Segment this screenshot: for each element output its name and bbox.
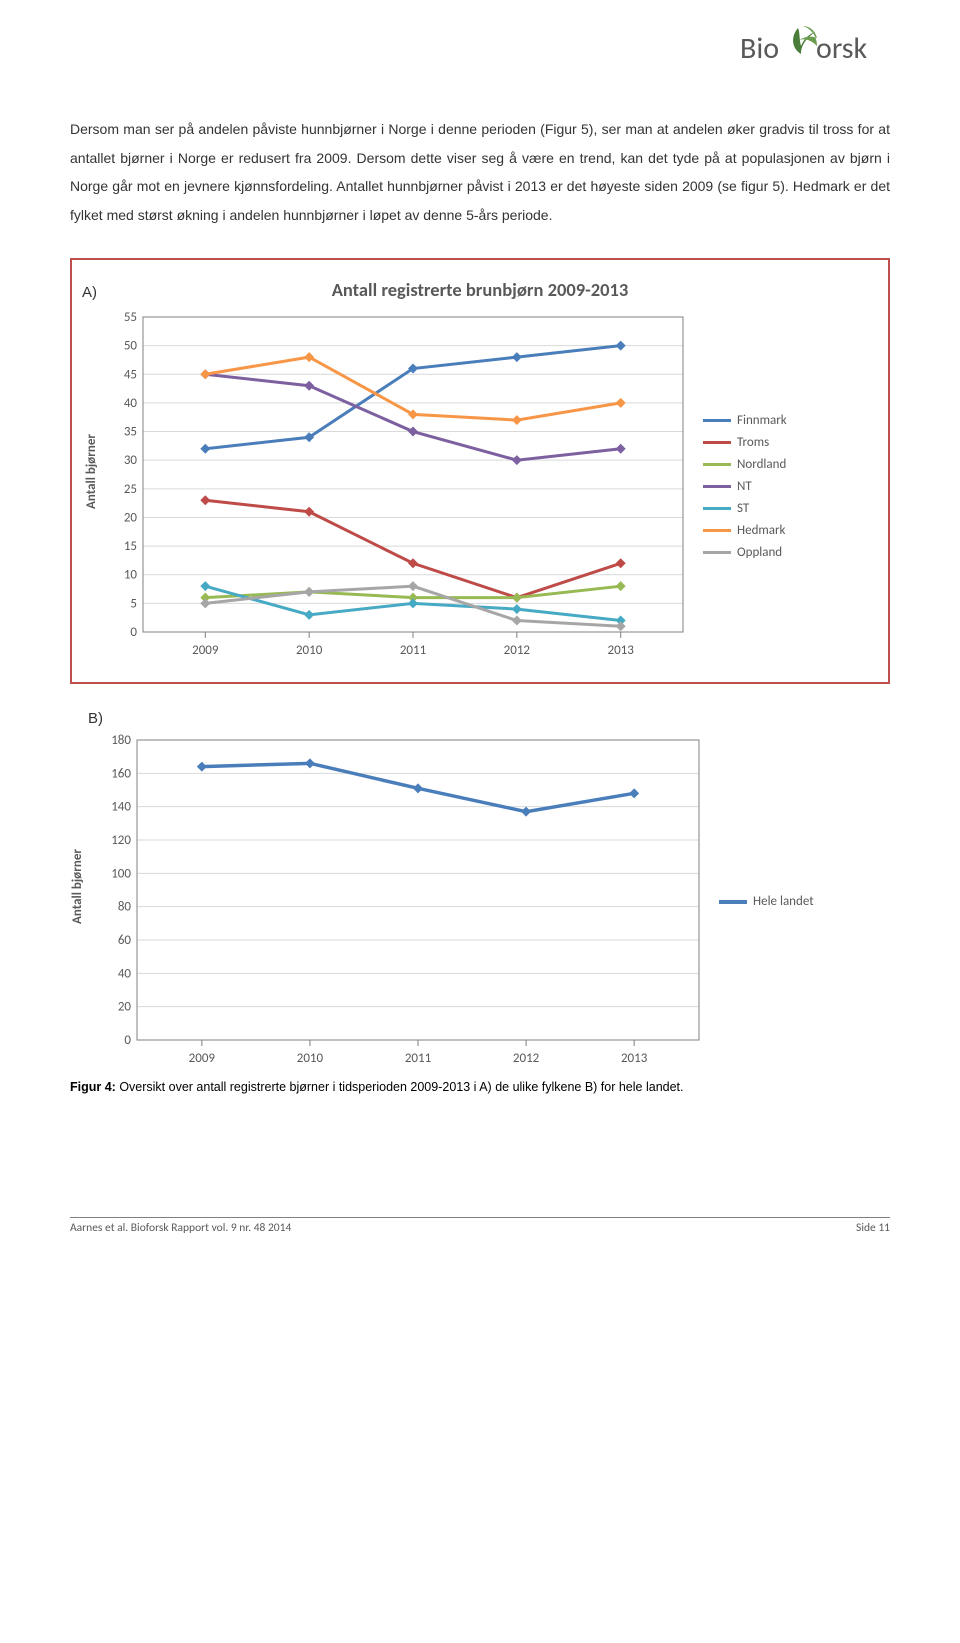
svg-text:2010: 2010	[297, 1051, 324, 1066]
svg-text:30: 30	[124, 453, 138, 468]
svg-text:10: 10	[124, 567, 138, 582]
svg-text:2009: 2009	[192, 643, 219, 658]
chart-b-ylabel: Antall bjørner	[70, 849, 85, 924]
legend-item: Hele landet	[719, 894, 814, 909]
chart-a-title: Antall registrerte brunbjørn 2009-2013	[84, 278, 876, 301]
legend-item: ST	[703, 501, 787, 516]
svg-text:140: 140	[111, 799, 131, 814]
svg-text:80: 80	[118, 899, 132, 914]
legend-label: Oppland	[737, 545, 782, 560]
svg-text:2012: 2012	[504, 643, 531, 658]
svg-text:160: 160	[111, 766, 131, 781]
svg-text:0: 0	[130, 625, 137, 640]
page-footer: Aarnes et al. Bioforsk Rapport vol. 9 nr…	[70, 1217, 890, 1235]
legend-swatch	[703, 441, 731, 445]
svg-text:40: 40	[118, 966, 132, 981]
chart-b-block: B) Antall bjørner 0 20 40 60 80 100 120 140 160 1…	[70, 712, 890, 1072]
svg-text:180: 180	[111, 733, 131, 748]
svg-text:55: 55	[124, 310, 137, 325]
svg-text:15: 15	[124, 539, 137, 554]
panel-label-a: A)	[82, 284, 97, 301]
legend-item: Nordland	[703, 457, 787, 472]
svg-text:100: 100	[111, 866, 131, 881]
svg-text:60: 60	[118, 933, 132, 948]
legend-label: Finnmark	[737, 413, 787, 428]
svg-text:2012: 2012	[513, 1051, 540, 1066]
bioforsk-logo: Bio orsk	[740, 22, 905, 70]
legend-swatch	[703, 419, 731, 423]
svg-text:2010: 2010	[296, 643, 323, 658]
caption-bold: Figur 4:	[70, 1080, 116, 1094]
svg-text:2011: 2011	[400, 643, 426, 658]
svg-text:2013: 2013	[608, 643, 635, 658]
chart-a-frame: A) Antall registrerte brunbjørn 2009-201…	[70, 258, 890, 684]
svg-text:5: 5	[130, 596, 137, 611]
legend-item: Troms	[703, 435, 787, 450]
svg-text:orsk: orsk	[816, 30, 868, 67]
chart-b-legend: Hele landet	[719, 887, 814, 916]
panel-label-b: B)	[88, 710, 103, 727]
chart-a-plot: 0 5 10 15 20 25 30 35 40 45 50 55 2009 2010 2011 2012 20…	[103, 309, 693, 664]
svg-text:2013: 2013	[621, 1051, 648, 1066]
svg-text:50: 50	[124, 338, 138, 353]
legend-item: Oppland	[703, 545, 787, 560]
legend-label: Troms	[737, 435, 769, 450]
chart-a-ylabel: Antall bjørner	[84, 434, 99, 509]
legend-item: Finnmark	[703, 413, 787, 428]
svg-text:120: 120	[111, 833, 131, 848]
legend-swatch	[703, 551, 731, 555]
legend-swatch	[703, 507, 731, 511]
legend-label: Hedmark	[737, 523, 785, 538]
chart-b-plot: 0 20 40 60 80 100 120 140 160 180 2009 2010 2011 2012…	[89, 732, 709, 1072]
figure-caption: Figur 4: Oversikt over antall registrert…	[70, 1078, 890, 1097]
legend-label: NT	[737, 479, 752, 494]
svg-text:25: 25	[124, 482, 137, 497]
legend-swatch	[719, 900, 747, 904]
svg-text:45: 45	[124, 367, 137, 382]
legend-item: Hedmark	[703, 523, 787, 538]
caption-text: Oversikt over antall registrerte bjørner…	[116, 1080, 684, 1094]
svg-text:20: 20	[124, 510, 138, 525]
footer-right: Side 11	[856, 1221, 890, 1235]
svg-text:2009: 2009	[189, 1051, 216, 1066]
legend-swatch	[703, 463, 731, 467]
footer-left: Aarnes et al. Bioforsk Rapport vol. 9 nr…	[70, 1221, 291, 1235]
body-paragraph: Dersom man ser på andelen påviste hunnbj…	[70, 115, 890, 230]
legend-label: Hele landet	[753, 894, 814, 909]
svg-text:0: 0	[124, 1033, 131, 1048]
legend-swatch	[703, 529, 731, 533]
svg-text:40: 40	[124, 396, 138, 411]
svg-text:20: 20	[118, 999, 132, 1014]
svg-text:Bio: Bio	[740, 30, 779, 67]
svg-text:35: 35	[124, 424, 137, 439]
chart-a-legend: Finnmark Troms Nordland NT ST Hedmark Oppland	[703, 406, 787, 567]
legend-label: Nordland	[737, 457, 786, 472]
svg-text:2011: 2011	[405, 1051, 431, 1066]
legend-label: ST	[737, 501, 749, 516]
legend-item: NT	[703, 479, 787, 494]
legend-swatch	[703, 485, 731, 489]
